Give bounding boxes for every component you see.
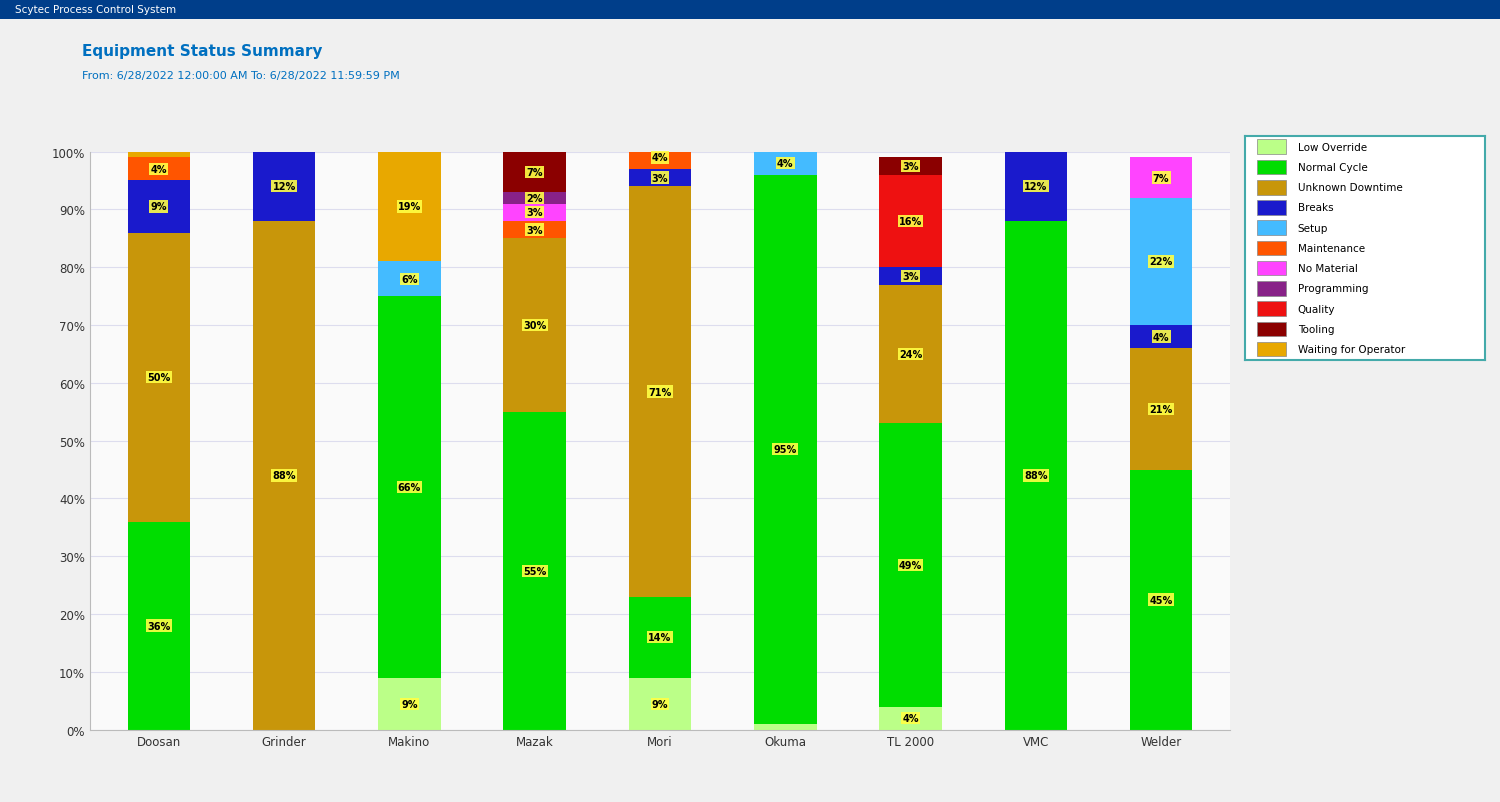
Text: Tooling: Tooling <box>1298 325 1335 334</box>
Text: 3%: 3% <box>903 162 920 172</box>
Text: 22%: 22% <box>1149 257 1173 267</box>
Text: 4%: 4% <box>1154 332 1170 342</box>
FancyBboxPatch shape <box>1257 160 1286 175</box>
Text: 9%: 9% <box>651 699 668 709</box>
Bar <box>628 597 692 678</box>
Bar <box>504 205 566 221</box>
Text: 9%: 9% <box>150 202 166 213</box>
Text: Low Override: Low Override <box>1298 143 1366 152</box>
Text: 12%: 12% <box>1024 182 1047 192</box>
FancyBboxPatch shape <box>1257 282 1286 296</box>
Text: Breaks: Breaks <box>1298 203 1334 213</box>
Text: 95%: 95% <box>774 445 796 455</box>
Text: 3%: 3% <box>903 272 920 282</box>
Text: Equipment Status Summary: Equipment Status Summary <box>82 44 322 59</box>
FancyBboxPatch shape <box>1257 261 1286 276</box>
Text: 4%: 4% <box>903 713 920 723</box>
Text: Scytec Process Control System: Scytec Process Control System <box>15 5 176 15</box>
Text: 9%: 9% <box>400 699 417 709</box>
Bar <box>754 176 816 724</box>
FancyBboxPatch shape <box>1257 342 1286 357</box>
Bar <box>1130 470 1192 730</box>
Text: Normal Cycle: Normal Cycle <box>1298 163 1368 172</box>
Bar <box>628 187 692 597</box>
Text: 55%: 55% <box>524 566 546 576</box>
Text: 4%: 4% <box>150 164 166 175</box>
Text: 4%: 4% <box>777 159 794 169</box>
Bar <box>879 423 942 707</box>
Text: 49%: 49% <box>898 561 922 570</box>
Text: 71%: 71% <box>648 387 672 397</box>
Bar <box>879 707 942 730</box>
Bar <box>504 412 566 730</box>
Bar <box>504 152 566 192</box>
Text: 16%: 16% <box>898 217 922 227</box>
Bar <box>128 158 190 181</box>
Text: Waiting for Operator: Waiting for Operator <box>1298 345 1406 354</box>
Bar <box>504 192 566 205</box>
Bar <box>378 297 441 678</box>
Bar <box>254 152 315 221</box>
Bar <box>128 152 190 158</box>
Text: 30%: 30% <box>524 321 546 330</box>
Bar <box>879 286 942 423</box>
Bar <box>628 170 692 187</box>
Text: 2%: 2% <box>526 193 543 204</box>
Text: 66%: 66% <box>398 482 422 492</box>
Text: 12%: 12% <box>273 182 296 192</box>
Text: 24%: 24% <box>898 350 922 359</box>
Bar <box>1130 199 1192 326</box>
FancyBboxPatch shape <box>1257 241 1286 256</box>
Text: 45%: 45% <box>1149 595 1173 605</box>
FancyBboxPatch shape <box>1257 221 1286 236</box>
Text: 50%: 50% <box>147 373 171 383</box>
Text: Quality: Quality <box>1298 304 1335 314</box>
Bar <box>254 221 315 730</box>
Bar <box>128 522 190 730</box>
Text: No Material: No Material <box>1298 264 1358 273</box>
Bar <box>628 678 692 730</box>
Text: 88%: 88% <box>1024 471 1047 480</box>
Bar <box>879 176 942 268</box>
Bar <box>1130 349 1192 470</box>
Bar <box>378 152 441 262</box>
Text: Unknown Downtime: Unknown Downtime <box>1298 183 1402 193</box>
Text: 7%: 7% <box>1154 173 1170 184</box>
Text: 88%: 88% <box>273 471 296 480</box>
Text: 14%: 14% <box>648 633 672 642</box>
Bar <box>754 152 816 176</box>
Bar <box>128 233 190 522</box>
Text: Maintenance: Maintenance <box>1298 244 1365 253</box>
Bar <box>628 147 692 170</box>
Text: 19%: 19% <box>398 202 422 213</box>
Bar <box>879 268 942 286</box>
FancyBboxPatch shape <box>1257 180 1286 195</box>
Text: From: 6/28/2022 12:00:00 AM To: 6/28/2022 11:59:59 PM: From: 6/28/2022 12:00:00 AM To: 6/28/202… <box>82 71 401 80</box>
Bar <box>378 678 441 730</box>
Bar <box>1005 152 1066 221</box>
FancyBboxPatch shape <box>1257 302 1286 317</box>
Bar <box>1005 221 1066 730</box>
FancyBboxPatch shape <box>1257 140 1286 155</box>
Bar <box>504 239 566 412</box>
Text: 4%: 4% <box>651 153 668 163</box>
Bar <box>754 724 816 730</box>
Text: 3%: 3% <box>651 173 668 184</box>
Text: 6%: 6% <box>400 274 417 285</box>
FancyBboxPatch shape <box>1257 200 1286 216</box>
Text: Programming: Programming <box>1298 284 1368 294</box>
Bar <box>378 262 441 297</box>
Text: 21%: 21% <box>1149 404 1173 415</box>
Bar <box>879 158 942 176</box>
Text: 3%: 3% <box>526 225 543 235</box>
Bar <box>128 181 190 233</box>
Bar <box>504 221 566 239</box>
Text: 36%: 36% <box>147 621 171 631</box>
Text: 3%: 3% <box>526 208 543 218</box>
Bar <box>1130 158 1192 199</box>
Bar <box>1130 326 1192 349</box>
Text: Setup: Setup <box>1298 224 1328 233</box>
FancyBboxPatch shape <box>1257 322 1286 337</box>
Text: 7%: 7% <box>526 168 543 177</box>
